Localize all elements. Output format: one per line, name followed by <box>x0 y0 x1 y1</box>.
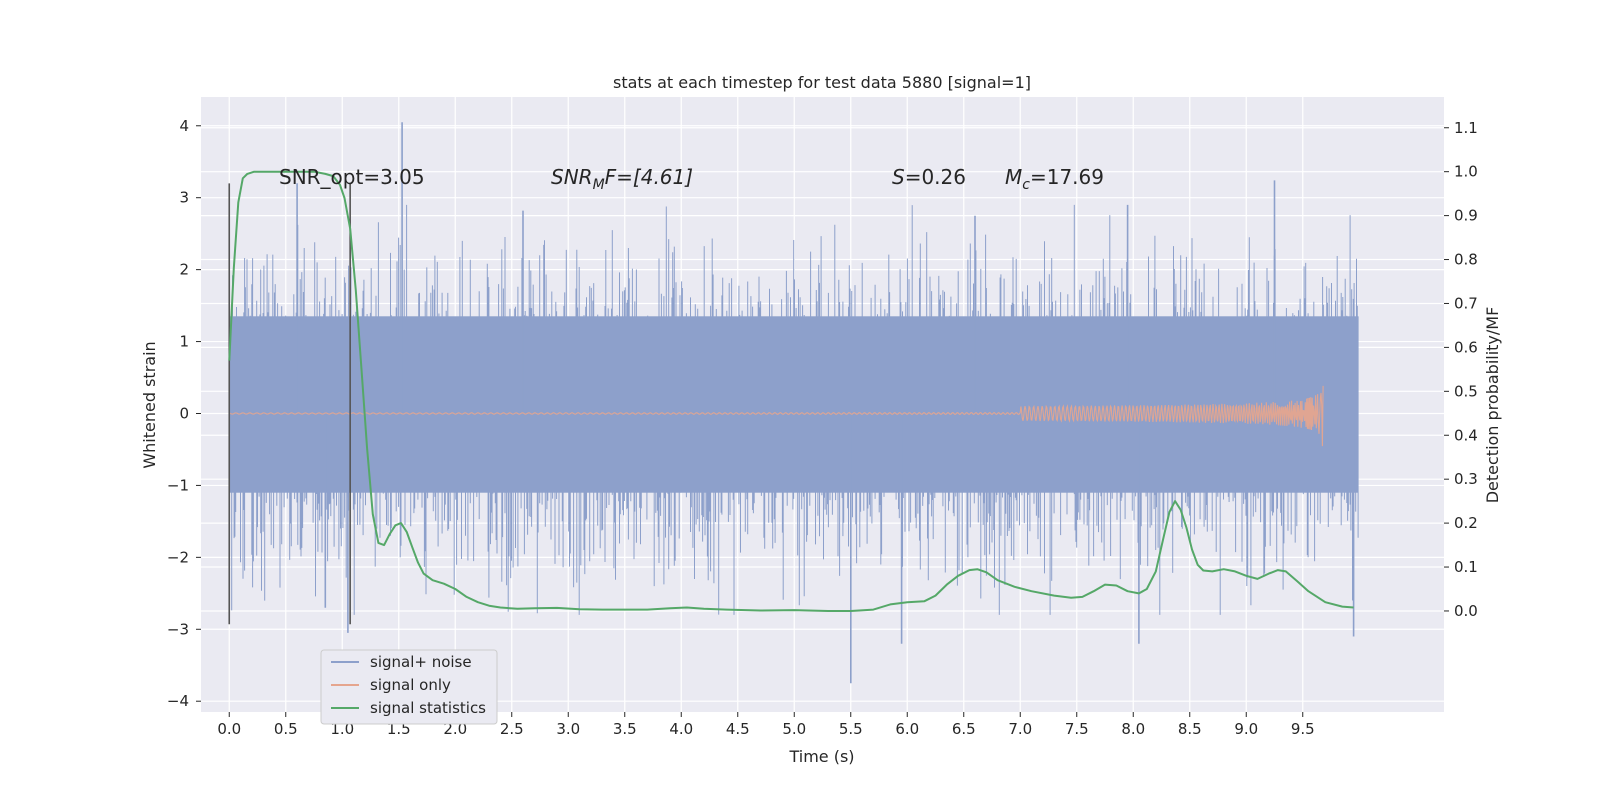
y-right-tick-label: 0.1 <box>1454 558 1478 576</box>
y-left-tick-label: 1 <box>179 333 189 351</box>
right-axis-label: Detection probability/MF <box>1483 307 1502 504</box>
signal-statistics-line <box>228 170 1354 612</box>
x-tick-label: 7.5 <box>1065 720 1089 738</box>
x-tick-label: 5.0 <box>782 720 806 738</box>
vertical-lines <box>228 183 351 625</box>
stats-series <box>228 170 1354 612</box>
chart-title: stats at each timestep for test data 588… <box>613 73 1031 92</box>
y-right-tick-label: 0.0 <box>1454 602 1478 620</box>
noise-peaks <box>296 122 1355 684</box>
y-right-tick-label: 0.7 <box>1454 294 1478 312</box>
annotation-mc: Mc=17.69 <box>1005 165 1104 193</box>
x-tick-label: 2.5 <box>500 720 524 738</box>
x-axis-label: Time (s) <box>788 747 854 766</box>
annotation-mc-a: M <box>1005 165 1022 189</box>
annotation-snr-mf: SNRMF=[4.61] <box>551 165 693 193</box>
y-left-tick-label: 4 <box>179 117 189 135</box>
y-right-tick-label: 0.6 <box>1454 338 1478 356</box>
x-tick-label: 8.0 <box>1121 720 1145 738</box>
y-left-tick-label: −4 <box>167 692 189 710</box>
y-right-tick-label: 0.2 <box>1454 514 1478 532</box>
legend-box <box>320 649 498 725</box>
x-tick-label: 6.5 <box>952 720 976 738</box>
annotation-snr-mf-a: SNR <box>551 165 593 189</box>
left-axis-ticks: −4 −3 −2 −1 0 1 2 3 4 <box>167 117 201 710</box>
y-left-tick-label: 2 <box>179 261 189 279</box>
annotation-s-a: S <box>892 165 905 189</box>
x-tick-label: 0.0 <box>217 720 241 738</box>
y-right-tick-label: 0.8 <box>1454 251 1478 269</box>
x-axis-ticks: 0.0 0.5 1.0 1.5 2.0 2.5 3.0 3.5 4.0 4.5 5.0 5.5 6.0 6… <box>217 712 1315 738</box>
x-tick-label: 3.0 <box>556 720 580 738</box>
y-right-tick-label: 0.9 <box>1454 207 1478 225</box>
annotation-snr-mf-b: M <box>593 177 605 193</box>
annotation-mc-c: =17.69 <box>1030 165 1104 189</box>
annotation-s-b: =0.26 <box>905 165 966 189</box>
signal-series <box>229 385 1324 447</box>
x-tick-label: 8.5 <box>1178 720 1202 738</box>
legend-label-noise: signal+ noise <box>370 653 472 671</box>
x-tick-label: 7.0 <box>1008 720 1032 738</box>
y-right-tick-label: 0.3 <box>1454 470 1478 488</box>
legend-label-stats: signal statistics <box>370 699 486 717</box>
x-tick-label: 6.0 <box>895 720 919 738</box>
right-axis-ticks: 0.0 0.1 0.2 0.3 0.4 0.5 0.6 0.7 0.8 0.9 1.0 1.1 <box>1444 119 1478 620</box>
x-tick-label: 9.0 <box>1234 720 1258 738</box>
x-tick-label: 0.5 <box>274 720 298 738</box>
x-tick-label: 5.5 <box>839 720 863 738</box>
legend-label-signal: signal only <box>370 676 451 694</box>
y-left-tick-label: −1 <box>167 476 189 494</box>
y-right-tick-label: 1.0 <box>1454 163 1478 181</box>
y-right-tick-label: 1.1 <box>1454 119 1478 137</box>
x-tick-label: 4.0 <box>669 720 693 738</box>
y-left-tick-label: 0 <box>179 404 189 422</box>
y-left-tick-label: 3 <box>179 189 189 207</box>
y-right-tick-label: 0.4 <box>1454 426 1478 444</box>
y-left-tick-label: −3 <box>167 620 189 638</box>
annotation-s: S=0.26 <box>892 165 966 189</box>
legend: signal+ noise signal only signal statist… <box>320 649 498 725</box>
left-axis-label: Whitened strain <box>140 341 159 468</box>
annotation-snr-opt: SNR_opt=3.05 <box>279 165 425 189</box>
annotation-mc-b: c <box>1022 177 1030 193</box>
annotation-snr-mf-c: F=[4.61] <box>605 165 693 189</box>
x-tick-label: 9.5 <box>1291 720 1315 738</box>
signal-only-line <box>229 385 1324 447</box>
y-right-tick-label: 0.5 <box>1454 382 1478 400</box>
y-left-tick-label: −2 <box>167 548 189 566</box>
x-tick-label: 4.5 <box>726 720 750 738</box>
noise-series <box>228 122 1359 684</box>
x-tick-label: 3.5 <box>613 720 637 738</box>
